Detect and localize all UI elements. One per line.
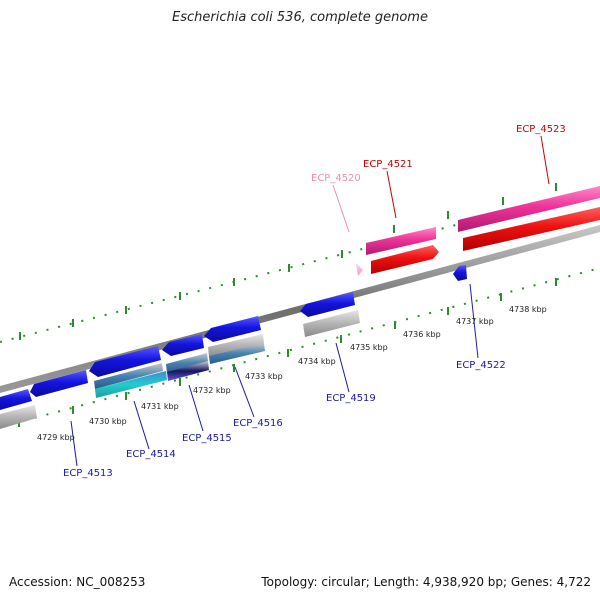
gene-label-ecp4521[interactable]: ECP_4521 (363, 159, 413, 170)
gene-ecp4521-bottom[interactable] (371, 245, 439, 274)
gene-label-ecp4515[interactable]: ECP_4515 (182, 433, 232, 444)
scale-labels: 4729 kbp 4730 kbp 4731 kbp 4732 kbp 4733… (37, 305, 547, 442)
gene-ecp4521-top[interactable] (366, 227, 436, 255)
scale-label: 4733 kbp (245, 372, 283, 381)
reverse-tick-track (0, 267, 600, 428)
gene-ecp4520-arrow[interactable] (356, 263, 363, 276)
scale-label: 4734 kbp (298, 357, 336, 366)
gene-ecp4513-top[interactable] (0, 389, 32, 410)
gene-ecp4513b[interactable] (30, 370, 88, 397)
gene-ecp4519-bottom[interactable] (303, 310, 360, 337)
scale-label: 4736 kbp (403, 330, 441, 339)
reverse-genes (0, 265, 467, 429)
gene-label-ecp4519[interactable]: ECP_4519 (326, 393, 376, 404)
scale-label: 4729 kbp (37, 433, 75, 442)
gene-ecp4515-mid[interactable] (166, 353, 208, 373)
gene-ecp4523-bottom[interactable] (463, 207, 600, 251)
gene-label-ecp4520[interactable]: ECP_4520 (311, 173, 361, 184)
gene-label-ecp4523[interactable]: ECP_4523 (516, 124, 566, 135)
gene-ecp4522[interactable] (453, 265, 467, 281)
scale-label: 4738 kbp (509, 305, 547, 314)
gene-ecp4515-top[interactable] (162, 334, 204, 356)
gene-label-ecp4516[interactable]: ECP_4516 (233, 418, 283, 429)
gene-ecp4515-bottom[interactable] (167, 361, 209, 381)
scale-label: 4730 kbp (89, 417, 127, 426)
scale-label: 4737 kbp (456, 317, 494, 326)
gene-label-ecp4513[interactable]: ECP_4513 (63, 468, 113, 479)
gene-ecp4513-bottom[interactable] (0, 405, 37, 429)
accession-text: Accession: NC_008253 (9, 575, 146, 589)
forward-genes (356, 186, 600, 276)
gene-labels: ECP_4513 ECP_4514 ECP_4515 ECP_4516 ECP_… (63, 124, 566, 479)
gene-ecp4514-top[interactable] (89, 346, 161, 377)
gene-label-ecp4514[interactable]: ECP_4514 (126, 449, 176, 460)
gene-ecp4516-top[interactable] (204, 316, 261, 342)
scale-label: 4732 kbp (193, 386, 231, 395)
gene-ecp4514-mid[interactable] (94, 363, 163, 389)
gene-ecp4523-top[interactable] (458, 186, 600, 232)
scale-label: 4731 kbp (141, 402, 179, 411)
scale-label: 4735 kbp (350, 343, 388, 352)
gene-ecp4519-top[interactable] (300, 292, 355, 317)
genome-title: Escherichia coli 536, complete genome (172, 10, 428, 25)
topology-text: Topology: circular; Length: 4,938,920 bp… (261, 575, 591, 589)
gene-ecp4516-mid[interactable] (208, 334, 264, 357)
gene-label-ecp4522[interactable]: ECP_4522 (456, 360, 506, 371)
leader-lines (70, 135, 550, 467)
gene-ecp4516-bottom[interactable] (209, 343, 265, 364)
gene-ecp4514-bottom[interactable] (95, 371, 167, 398)
